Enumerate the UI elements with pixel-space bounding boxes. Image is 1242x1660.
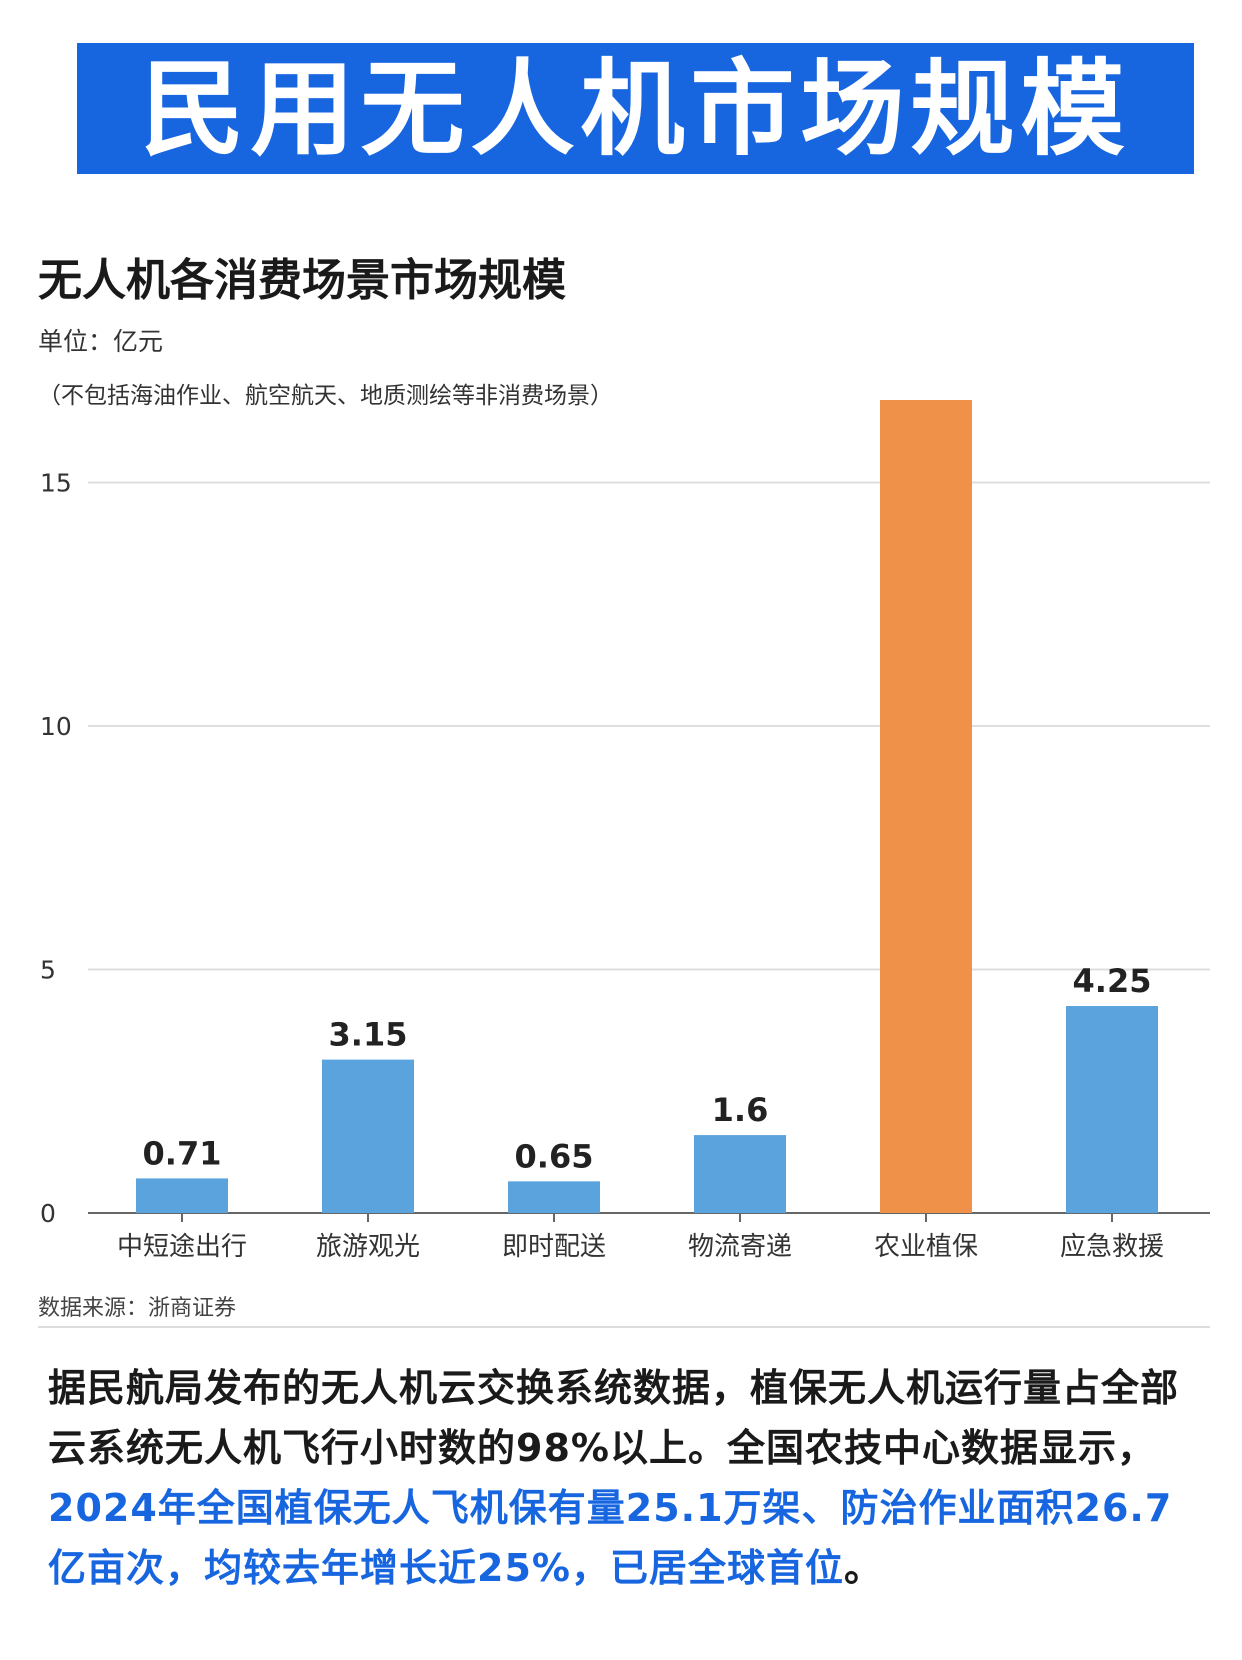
- description-paragraph: 据民航局发布的无人机云交换系统数据，植保无人机运行量占全部云系统无人机飞行小时数…: [48, 1358, 1208, 1598]
- bar-chart: 0510152025300.71中短途出行3.15旅游观光0.65即时配送1.6…: [40, 400, 1210, 1262]
- data-source: 数据来源：浙商证券: [38, 1296, 237, 1321]
- x-tick-label: 物流寄递: [688, 1232, 792, 1262]
- source-divider: [38, 1326, 1210, 1328]
- paragraph-text: 据民航局发布的无人机云交换系统数据，植保无人机运行量占全部云系统无人机飞行小时数…: [48, 1366, 1180, 1470]
- data-label: 3.15: [329, 1016, 408, 1054]
- y-tick-label: 10: [40, 712, 72, 741]
- bar: [1066, 1006, 1158, 1213]
- data-label: 0.65: [515, 1137, 594, 1175]
- y-tick-label: 0: [40, 1199, 56, 1228]
- y-tick-label: 5: [40, 956, 56, 985]
- bar: [694, 1135, 786, 1213]
- paragraph-end: 。: [843, 1546, 883, 1590]
- data-label: 1.6: [712, 1091, 769, 1129]
- data-label: 0.71: [143, 1134, 222, 1172]
- scope-note: （不包括海油作业、航空航天、地质测绘等非消费场景）: [38, 383, 613, 409]
- x-tick-label: 即时配送: [502, 1232, 606, 1262]
- unit-label: 单位：亿元: [38, 327, 164, 356]
- data-label: 4.25: [1073, 962, 1152, 1000]
- chart-title: 无人机各消费场景市场规模: [38, 255, 566, 306]
- x-tick-label: 农业植保: [874, 1232, 978, 1262]
- bar: [880, 400, 972, 1213]
- y-tick-label: 15: [40, 469, 72, 498]
- x-tick-label: 旅游观光: [316, 1232, 420, 1262]
- bar: [322, 1059, 414, 1213]
- x-tick-label: 应急救援: [1060, 1232, 1164, 1262]
- title-banner: 民用无人机市场规模: [77, 43, 1194, 174]
- bar: [136, 1178, 228, 1213]
- paragraph-highlight: 2024年全国植保无人飞机保有量25.1万架、防治作业面积26.7亿亩次，均较去…: [48, 1486, 1173, 1590]
- banner-title: 民用无人机市场规模: [140, 47, 1131, 170]
- bar: [508, 1181, 600, 1213]
- x-tick-label: 中短途出行: [117, 1232, 247, 1262]
